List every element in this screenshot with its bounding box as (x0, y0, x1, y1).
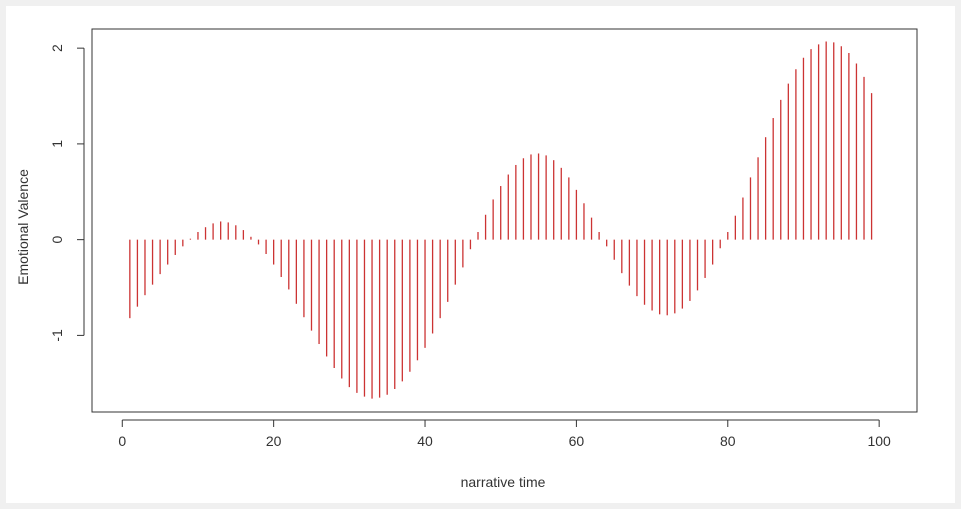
x-tick-label-20: 20 (266, 433, 282, 449)
y-axis-label: Emotional Valence (15, 169, 31, 285)
y-tick-label-0: 0 (49, 236, 65, 244)
x-tick-label-100: 100 (867, 433, 891, 449)
y-tick-label--1: -1 (49, 329, 65, 342)
x-tick-label-0: 0 (118, 433, 126, 449)
x-axis-label: narrative time (461, 474, 546, 490)
chart-svg: 0 20 40 60 80 100 -1 0 1 2 narrative time Emotio… (15, 28, 918, 490)
x-tick-label-40: 40 (417, 433, 433, 449)
x-tick-label-80: 80 (720, 433, 736, 449)
plot-box (91, 28, 918, 413)
x-axis: 0 20 40 60 80 100 (118, 419, 891, 449)
y-axis: -1 0 1 2 (49, 44, 85, 342)
stems-group (129, 41, 873, 399)
chart-panel: 0 20 40 60 80 100 -1 0 1 2 narrative time Emotio… (6, 6, 955, 503)
y-tick-label-1: 1 (49, 140, 65, 148)
y-tick-label-2: 2 (49, 44, 65, 52)
x-tick-label-60: 60 (569, 433, 585, 449)
